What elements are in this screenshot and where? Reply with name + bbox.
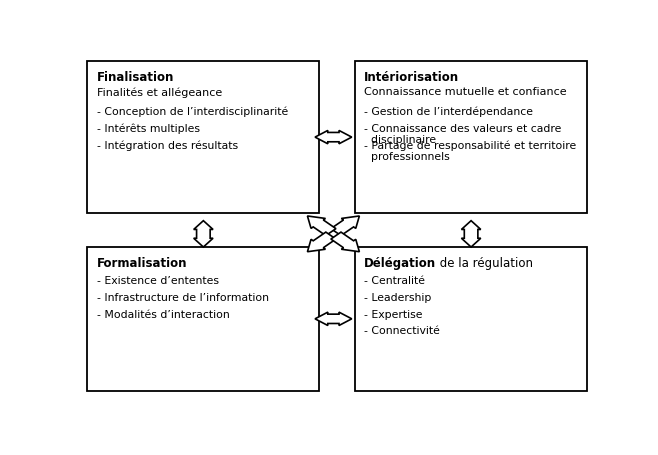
Text: - Existence d’ententes: - Existence d’ententes	[97, 275, 218, 285]
Text: - Partage de responsabilité et territoire
  professionnels: - Partage de responsabilité et territoir…	[365, 140, 576, 162]
Text: Délégation: Délégation	[365, 256, 436, 269]
Text: - Modalités d’interaction: - Modalités d’interaction	[97, 309, 229, 319]
Text: Finalisation: Finalisation	[97, 71, 174, 83]
Polygon shape	[307, 233, 336, 252]
Bar	[88, 61, 319, 214]
Text: - Connaissance des valeurs et cadre
  disciplinaire: - Connaissance des valeurs et cadre disc…	[365, 123, 562, 145]
Text: - Intégration des résultats: - Intégration des résultats	[97, 140, 238, 151]
Bar	[355, 61, 587, 214]
Text: Intériorisation: Intériorisation	[365, 71, 459, 83]
Text: Formalisation: Formalisation	[97, 256, 187, 269]
Text: - Gestion de l’interdépendance: - Gestion de l’interdépendance	[365, 106, 533, 117]
Bar	[88, 248, 319, 391]
Text: - Infrastructure de l’information: - Infrastructure de l’information	[97, 292, 268, 302]
Text: - Intérêts multiples: - Intérêts multiples	[97, 123, 199, 134]
Text: Connaissance mutuelle et confiance: Connaissance mutuelle et confiance	[365, 87, 567, 97]
Text: - Centralité: - Centralité	[365, 275, 425, 285]
Text: de la régulation: de la régulation	[436, 256, 534, 269]
Polygon shape	[307, 217, 336, 236]
Bar	[355, 248, 587, 391]
Polygon shape	[331, 217, 359, 236]
Polygon shape	[331, 233, 359, 252]
Polygon shape	[461, 221, 481, 248]
Polygon shape	[193, 221, 213, 248]
Text: - Leadership: - Leadership	[365, 292, 432, 302]
Polygon shape	[315, 313, 352, 326]
Text: Finalités et allégeance: Finalités et allégeance	[97, 87, 222, 98]
Polygon shape	[315, 131, 352, 145]
Text: - Expertise: - Expertise	[365, 309, 422, 319]
Text: - Conception de l’interdisciplinarité: - Conception de l’interdisciplinarité	[97, 106, 288, 117]
Text: - Connectivité: - Connectivité	[365, 326, 440, 336]
